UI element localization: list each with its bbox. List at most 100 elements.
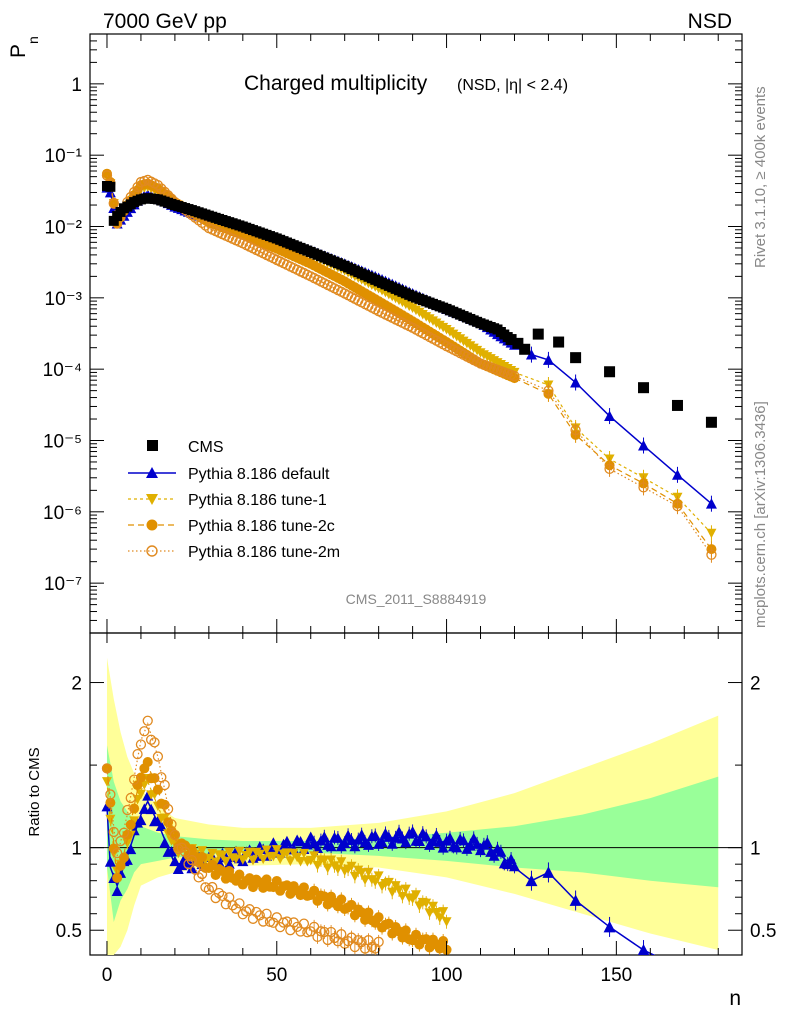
ratio-marker-tune-2c	[125, 819, 136, 830]
ratio-marker-default	[111, 885, 123, 896]
ratio-marker-default	[525, 874, 538, 887]
ratio-marker-tune-1	[224, 847, 235, 858]
ratio-marker-default	[312, 842, 324, 854]
ratio-marker-default	[155, 820, 167, 832]
ratio-marker-tune-2c	[169, 829, 180, 840]
ratio-marker-tune-1	[349, 871, 360, 882]
ratio-marker-tune-1	[438, 907, 449, 917]
ratio-marker-tune-1	[217, 850, 228, 861]
ratio-marker-tune-1	[312, 861, 323, 871]
ratio-marker-tune-1	[427, 901, 438, 912]
ratio-marker-default	[186, 862, 198, 874]
legend-label-default: Pythia 8.186 default	[188, 466, 330, 483]
x-tick-label: 50	[266, 965, 287, 986]
ratio-marker-default	[159, 837, 171, 848]
ratio-marker-default	[637, 944, 650, 955]
ratio-marker-default	[488, 850, 500, 861]
ratio-marker-default	[671, 961, 683, 972]
main-plot-series	[101, 168, 717, 563]
ratio-marker-tune-2c	[373, 912, 384, 923]
ratio-marker-default	[281, 835, 293, 847]
ratio-marker-tune-1	[363, 867, 374, 878]
y-tick-label: 1	[71, 75, 82, 96]
legend-marker-tune2m	[146, 545, 158, 557]
marker-default	[542, 354, 554, 365]
ratio-marker-tune-1	[271, 845, 282, 855]
ratio-marker-tune-2c	[197, 851, 208, 862]
ratio-marker-default	[376, 836, 388, 847]
ratio-marker-tune-2m	[312, 931, 323, 943]
ratio-marker-default	[369, 829, 381, 841]
ratio-marker-default	[444, 832, 456, 843]
ratio-marker-tune-2m	[254, 910, 265, 921]
ratio-marker-default	[332, 832, 344, 843]
ratio-marker-tune-2m	[101, 763, 113, 774]
marker-default	[570, 377, 582, 388]
ratio-marker-tune-1	[285, 856, 296, 867]
ratio-marker-tune-2c	[400, 925, 411, 936]
ratio-marker-tune-1	[231, 854, 242, 864]
ratio-marker-tune-2c	[152, 784, 163, 795]
legend-label-tune1: Pythia 8.186 tune-1	[188, 492, 327, 509]
legend-entry-tune1: Pythia 8.186 tune-1	[128, 492, 327, 509]
ratio-marker-tune-1	[394, 885, 405, 896]
ratio-marker-tune-2m	[203, 884, 215, 895]
marker-cms	[604, 366, 616, 378]
marker-tune-2m	[108, 198, 119, 209]
ratio-marker-tune-2m	[105, 789, 116, 800]
ratio-marker-default	[125, 843, 137, 855]
ratio-tick-label: 2	[71, 674, 82, 695]
ratio-marker-tune-2c	[115, 860, 126, 871]
ratio-marker-default	[475, 844, 487, 856]
y-axis-label-subscript: n	[25, 36, 41, 44]
ratio-tick-label-right: 1	[750, 839, 761, 860]
legend-marker-default	[146, 467, 158, 478]
ratio-marker-tune-1	[431, 907, 442, 918]
ratio-marker-tune-2m	[112, 847, 123, 859]
ratio-marker-default	[603, 920, 616, 933]
ratio-marker-default	[390, 832, 402, 843]
ratio-marker-default	[386, 838, 398, 849]
ratio-series-tune-2m	[101, 715, 384, 955]
ratio-marker-default	[413, 835, 425, 847]
ratio-marker-tune-1	[295, 856, 306, 867]
ratio-marker-tune-2m	[325, 926, 337, 938]
ratio-marker-tune-2m	[196, 868, 208, 880]
ratio-marker-tune-1	[360, 875, 371, 885]
ratio-marker-tune-1	[135, 789, 146, 800]
marker-cms	[519, 343, 531, 355]
line-tune-2m	[106, 175, 712, 556]
ratio-marker-default	[430, 829, 442, 840]
ratio-marker-tune-2m	[217, 890, 228, 902]
x-axis-label: n	[729, 987, 741, 1010]
marker-default	[104, 186, 116, 198]
ratio-marker-tune-2c	[105, 797, 116, 808]
ratio-marker-default	[166, 845, 177, 857]
ratio-bands	[90, 657, 742, 955]
ratio-marker-tune-2m	[251, 906, 262, 918]
ratio-marker-tune-1	[197, 846, 208, 856]
legend-marker-cms	[147, 440, 158, 451]
ratio-marker-tune-2c	[108, 843, 119, 854]
ratio-marker-tune-1	[258, 854, 269, 865]
ratio-marker-tune-2m	[230, 903, 242, 914]
ratio-marker-tune-1	[434, 913, 445, 923]
marker-cms	[553, 336, 565, 348]
ratio-marker-tune-2m	[359, 943, 371, 954]
legend-label-tune2m: Pythia 8.186 tune-2m	[188, 544, 340, 561]
ratio-marker-default	[223, 858, 235, 869]
ratio-marker-tune-1	[281, 848, 292, 858]
ratio-marker-tune-2m	[281, 916, 293, 927]
ratio-marker-tune-2c	[438, 935, 449, 946]
ratio-marker-tune-2m	[169, 829, 181, 841]
series-tune-2m	[101, 170, 717, 563]
ratio-marker-default	[135, 814, 147, 826]
ratio-marker-tune-2m	[152, 751, 164, 762]
marker-tune-2m	[604, 463, 615, 475]
marker-default	[604, 410, 616, 422]
ratio-marker-default	[400, 836, 412, 848]
ratio-marker-default	[407, 825, 419, 837]
ratio-marker-tune-2m	[159, 779, 170, 791]
ratio-marker-tune-2m	[186, 854, 198, 866]
